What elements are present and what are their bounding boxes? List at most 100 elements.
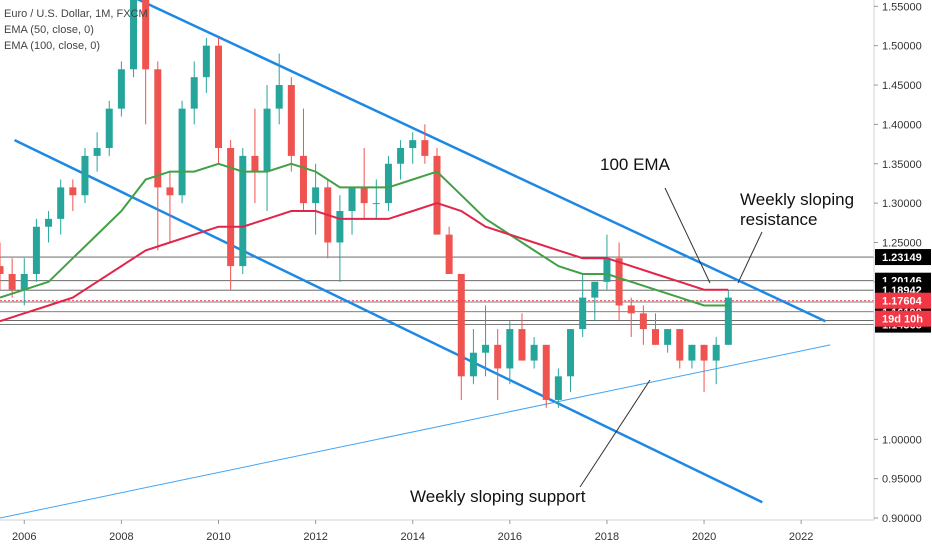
candle-body xyxy=(384,163,392,204)
price-tags: 1.231491.201461.189421.174441.161981.151… xyxy=(875,249,931,333)
candle-body xyxy=(421,140,429,156)
candle-body xyxy=(445,234,453,274)
ema100-arrow xyxy=(664,187,711,284)
legend-ema100: EMA (100, close, 0) xyxy=(4,40,100,52)
candle-body xyxy=(154,69,162,188)
resistance-annotation-line2: resistance xyxy=(740,210,817,229)
candle-body xyxy=(178,108,186,196)
support-arrow xyxy=(579,379,651,488)
candle-body xyxy=(45,218,53,227)
legend-symbol: Euro / U.S. Dollar, 1M, FXCM xyxy=(4,8,148,20)
candle-body xyxy=(652,329,659,345)
candle-body xyxy=(469,352,477,377)
candle-body xyxy=(579,297,587,330)
candle-body xyxy=(348,187,356,211)
candle-body xyxy=(32,226,40,274)
candle-body xyxy=(506,329,514,369)
candle-body xyxy=(603,258,611,282)
y-tick-label: 1.30000 xyxy=(882,198,922,210)
candle-body xyxy=(457,273,465,377)
candle-body xyxy=(482,344,490,353)
y-tick-label: 1.45000 xyxy=(882,80,922,92)
candle-body xyxy=(676,329,684,361)
candle-body xyxy=(615,258,623,306)
annotations: 100 EMA Weekly sloping resistance Weekly… xyxy=(410,155,854,506)
resistance-arrow xyxy=(737,231,763,284)
candle-body xyxy=(518,329,526,361)
level-tag-bg xyxy=(875,249,931,266)
x-tick-label: 2018 xyxy=(595,531,619,543)
x-tick-label: 2014 xyxy=(400,531,424,543)
time-axis: 2006 2008 2010 2012 2014 2016 2018 2020 2022 xyxy=(12,520,813,543)
candles xyxy=(0,0,732,408)
y-tick-label: 1.35000 xyxy=(882,159,922,171)
countdown-tag-label: 19d 10h xyxy=(882,314,923,326)
y-tick-label: 0.90000 xyxy=(882,513,922,525)
ema-lines xyxy=(0,162,729,323)
channel-top-line xyxy=(136,0,826,323)
candle-body xyxy=(397,148,405,164)
resistance-annotation-line1: Weekly sloping xyxy=(740,190,854,209)
y-tick-label: 1.55000 xyxy=(882,1,922,13)
candle-body xyxy=(530,344,538,361)
ema100-annotation: 100 EMA xyxy=(600,155,671,174)
x-tick-label: 2016 xyxy=(498,531,522,543)
candle-body xyxy=(8,273,16,290)
x-tick-label: 2012 xyxy=(303,531,327,543)
candle-body xyxy=(639,313,647,330)
price-level-lines xyxy=(0,256,874,326)
candle-body xyxy=(142,0,150,70)
candle-body xyxy=(724,297,732,345)
candle-body xyxy=(81,155,89,196)
x-tick-label: 2010 xyxy=(206,531,230,543)
candle-body xyxy=(336,210,344,243)
candle-body xyxy=(287,85,295,156)
candle-body xyxy=(275,85,283,109)
candle-body xyxy=(627,305,635,314)
y-tick-label: 1.50000 xyxy=(882,41,922,53)
candle-body xyxy=(20,273,28,290)
candle-body xyxy=(542,344,550,400)
candle-body xyxy=(299,155,307,204)
candle-body xyxy=(591,281,599,298)
y-tick-label: 1.40000 xyxy=(882,119,922,131)
candle-body xyxy=(202,45,210,78)
x-tick-label: 2006 xyxy=(12,531,36,543)
candle-body xyxy=(251,155,259,172)
candle-body xyxy=(360,187,368,204)
candle-body xyxy=(263,108,271,172)
support-annotation: Weekly sloping support xyxy=(410,487,586,506)
candle-body xyxy=(372,203,380,205)
candle-body xyxy=(215,45,222,149)
ema100-line xyxy=(0,202,729,323)
last-price-tag-bg xyxy=(875,292,931,309)
ema50-line xyxy=(0,162,729,307)
candle-body xyxy=(312,187,320,204)
channel-bottom-line xyxy=(14,139,763,504)
countdown-tag-bg xyxy=(875,310,931,327)
candle-body xyxy=(700,344,708,361)
candle-body xyxy=(69,187,77,196)
candle-body xyxy=(190,77,198,109)
candle-body xyxy=(130,0,138,70)
trendlines xyxy=(0,0,831,519)
candle-body xyxy=(567,329,575,377)
candle-body xyxy=(117,69,125,109)
candle-body xyxy=(688,344,696,361)
candle-body xyxy=(664,329,672,345)
candle-body xyxy=(433,155,441,235)
candle-body xyxy=(712,344,720,361)
candle-body xyxy=(0,266,4,274)
x-tick-label: 2020 xyxy=(692,531,716,543)
candle-body xyxy=(409,140,417,149)
candle-body xyxy=(166,187,174,196)
legend-ema50: EMA (50, close, 0) xyxy=(4,24,94,36)
last-price-tag-label: 1.17604 xyxy=(882,296,923,308)
candle-body xyxy=(57,187,65,219)
candle-body xyxy=(105,108,113,149)
level-tag-label: 1.23149 xyxy=(882,252,922,264)
legend: Euro / U.S. Dollar, 1M, FXCM EMA (50, cl… xyxy=(4,6,148,54)
candle-body xyxy=(239,155,247,267)
candle-body xyxy=(93,148,101,156)
